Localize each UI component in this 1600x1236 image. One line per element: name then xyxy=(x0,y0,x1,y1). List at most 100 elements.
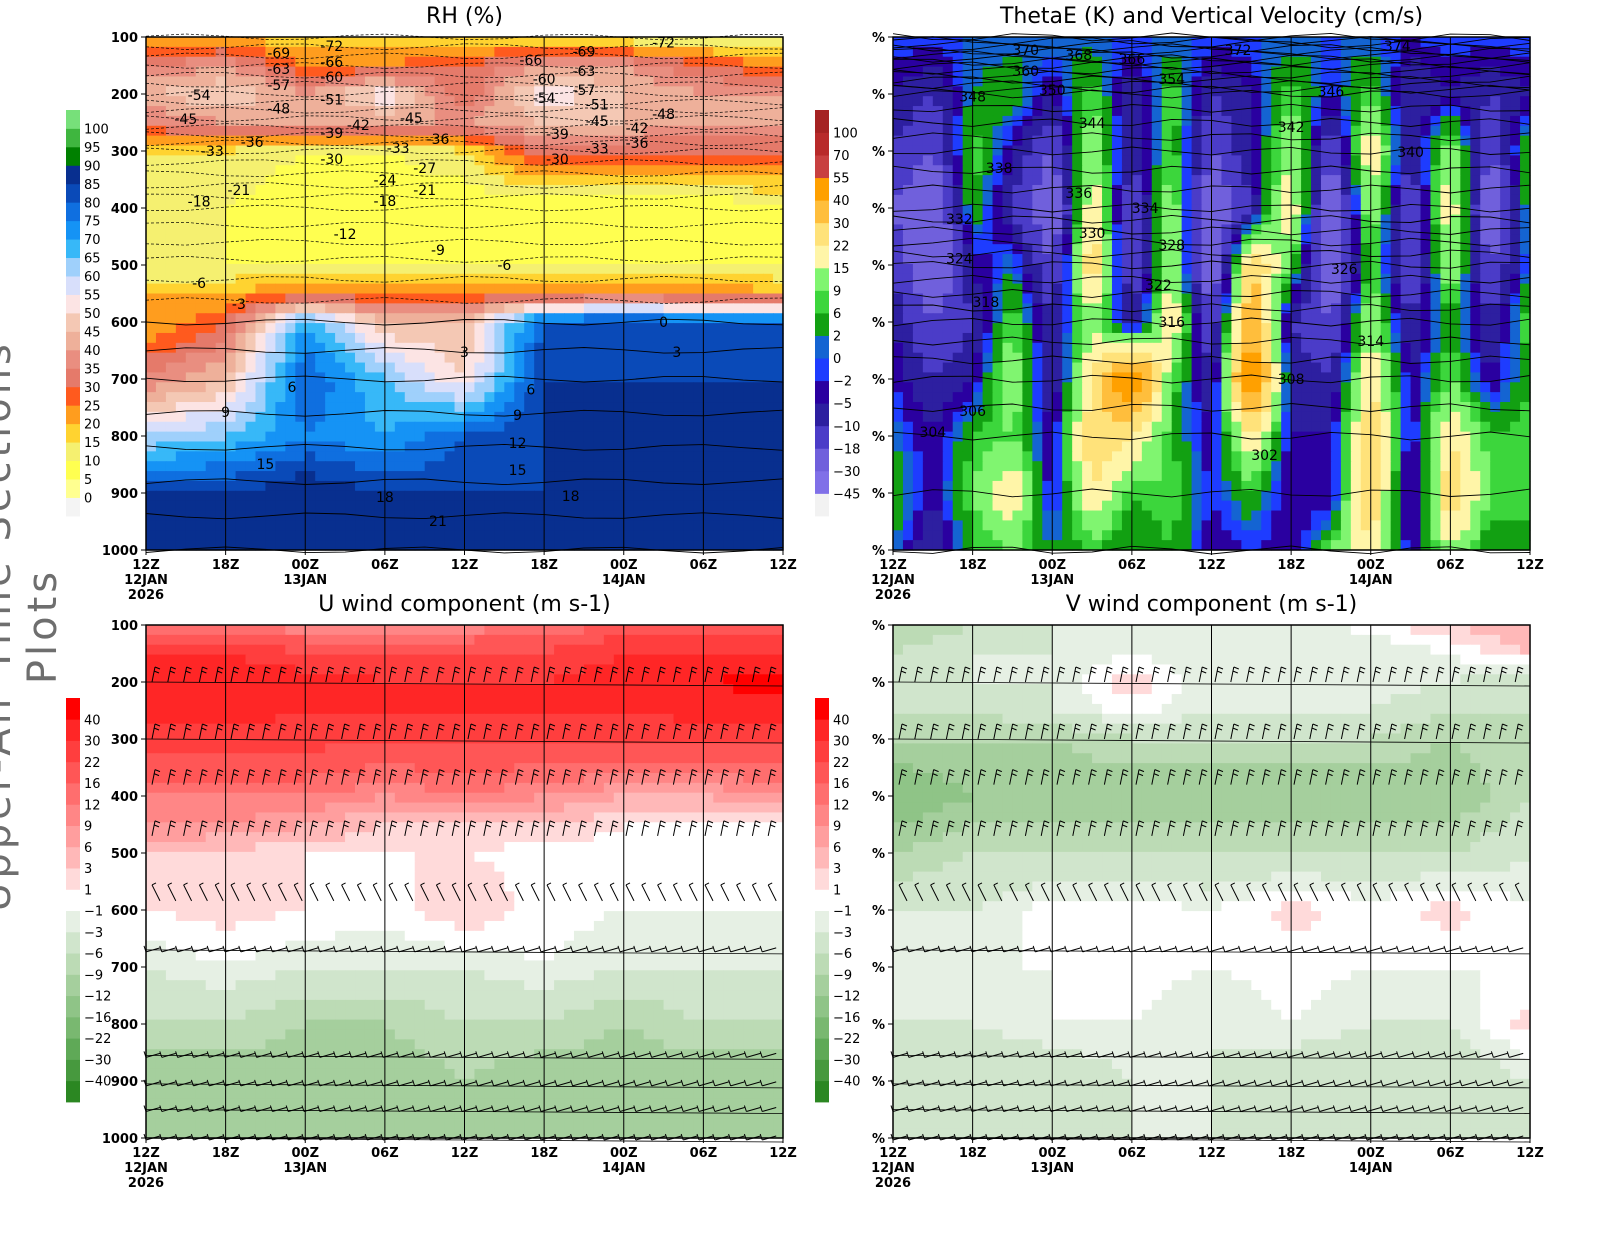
field-cell xyxy=(713,480,724,492)
field-cell xyxy=(763,56,774,68)
field-cell xyxy=(494,461,505,472)
field-cell xyxy=(414,421,426,433)
field-cell xyxy=(972,145,984,156)
field-cell xyxy=(195,540,207,551)
field-cell xyxy=(593,115,605,127)
field-cell xyxy=(335,214,346,226)
field-cell xyxy=(673,402,685,413)
field-cell xyxy=(593,461,605,472)
field-cell xyxy=(544,155,555,166)
field-cell xyxy=(275,510,286,522)
field-cell xyxy=(1261,194,1272,206)
field-cell xyxy=(673,540,685,551)
field-cell xyxy=(554,382,565,393)
field-cell xyxy=(1131,184,1143,196)
field-cell xyxy=(484,441,495,452)
field-cell xyxy=(972,115,984,127)
field-cell xyxy=(1360,66,1372,78)
field-cell xyxy=(1231,135,1242,147)
field-cell xyxy=(155,520,167,531)
field-cell xyxy=(893,254,904,265)
field-cell xyxy=(434,106,446,117)
field-cell xyxy=(683,175,695,186)
field-cell xyxy=(673,480,685,492)
field-cell xyxy=(514,471,525,482)
field-cell xyxy=(1510,254,1521,265)
field-cell xyxy=(613,254,625,265)
field-cell xyxy=(1380,37,1392,48)
field-cell xyxy=(1042,184,1053,196)
field-cell xyxy=(414,263,426,275)
field-cell xyxy=(364,283,376,295)
field-cell xyxy=(613,244,625,255)
field-cell xyxy=(255,204,267,216)
field-cell xyxy=(593,352,605,364)
x-tick-label: 2026 xyxy=(128,588,164,603)
field-cell xyxy=(1410,125,1422,137)
field-cell xyxy=(1281,244,1292,255)
field-cell xyxy=(245,510,257,522)
field-cell xyxy=(753,402,764,413)
field-cell xyxy=(573,56,585,68)
field-cell xyxy=(534,500,545,512)
field-cell xyxy=(1430,115,1442,127)
field-cell xyxy=(1281,194,1292,206)
field-cell xyxy=(554,402,565,413)
field-cell xyxy=(384,441,396,452)
field-cell xyxy=(773,530,784,541)
field-cell xyxy=(1320,96,1332,107)
field-cell xyxy=(723,234,734,245)
field-cell xyxy=(494,431,505,443)
field-cell xyxy=(364,76,376,87)
field-cell xyxy=(444,392,456,403)
field-cell xyxy=(1012,254,1023,265)
field-cell xyxy=(235,184,247,196)
field-cell xyxy=(663,234,675,245)
field-cell xyxy=(1510,76,1521,87)
field-cell xyxy=(773,431,784,443)
field-cell xyxy=(603,184,615,196)
field-cell xyxy=(703,540,714,551)
field-cell xyxy=(325,96,336,107)
field-cell xyxy=(683,471,695,482)
field-cell xyxy=(1340,135,1352,147)
field-cell xyxy=(295,37,306,48)
field-cell xyxy=(165,402,177,413)
field-cell xyxy=(1181,66,1193,78)
field-cell xyxy=(514,342,525,354)
colorbar-swatch xyxy=(66,202,80,222)
field-cell xyxy=(295,125,306,137)
field-cell xyxy=(265,283,276,295)
field-cell xyxy=(1121,135,1133,147)
field-cell xyxy=(504,254,515,265)
field-cell xyxy=(225,204,237,216)
field-cell xyxy=(663,293,675,304)
field-cell xyxy=(1161,184,1173,196)
field-cell xyxy=(454,362,466,374)
field-cell xyxy=(404,115,416,127)
field-cell xyxy=(633,135,645,147)
field-cell xyxy=(404,510,416,522)
field-cell xyxy=(504,66,515,78)
field-cell xyxy=(1440,106,1451,117)
field-cell xyxy=(345,411,356,423)
field-cell xyxy=(275,441,286,452)
field-cell xyxy=(982,76,994,87)
field-cell xyxy=(663,165,675,176)
field-cell xyxy=(205,500,217,512)
field-cell xyxy=(1072,37,1083,48)
field-cell xyxy=(205,115,217,127)
field-cell xyxy=(1500,224,1511,235)
field-cell xyxy=(1281,224,1292,235)
field-cell xyxy=(1241,106,1252,117)
field-cell xyxy=(902,86,914,97)
field-cell xyxy=(633,510,645,522)
field-cell xyxy=(922,254,934,265)
field-cell xyxy=(1420,175,1432,186)
field-cell xyxy=(1490,56,1501,68)
field-cell xyxy=(404,313,416,324)
field-cell xyxy=(205,273,217,285)
field-cell xyxy=(623,303,635,314)
field-cell xyxy=(1440,155,1451,166)
field-cell xyxy=(295,184,306,196)
